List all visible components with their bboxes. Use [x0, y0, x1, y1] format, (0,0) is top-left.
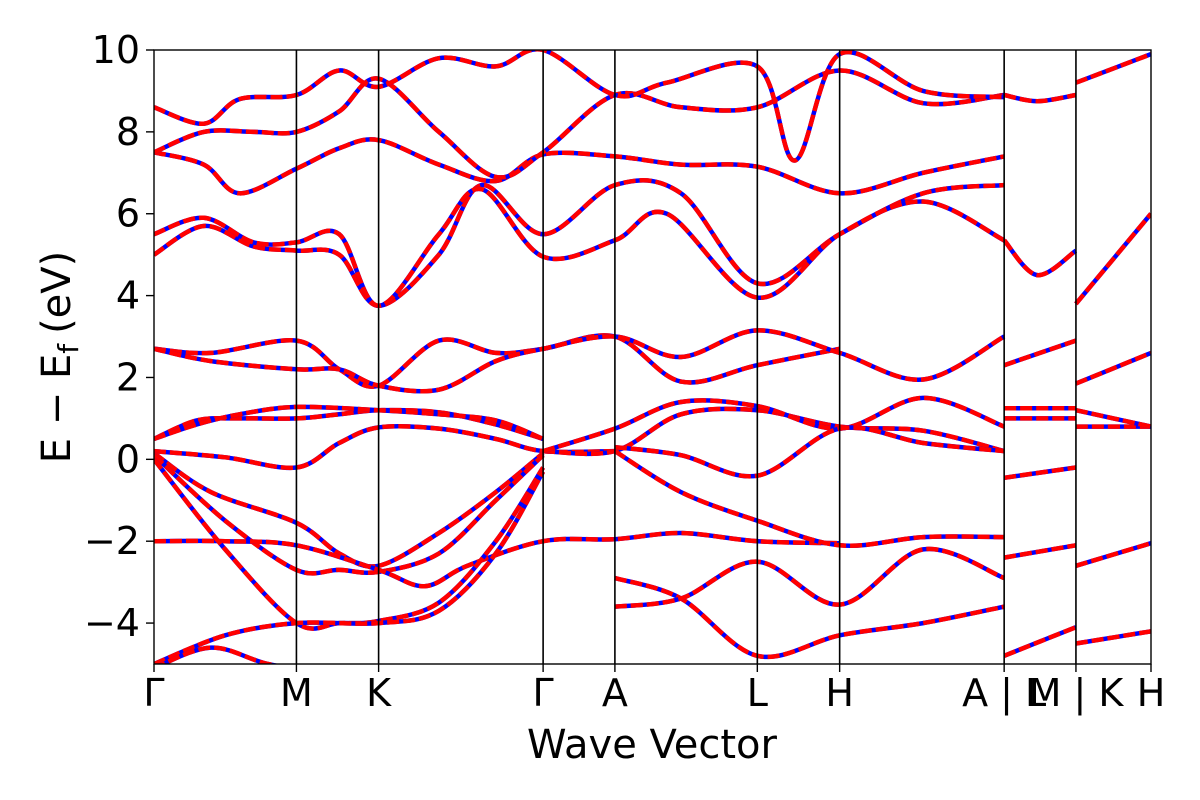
- band-line-1-dashed: [154, 404, 544, 442]
- y-tick-label: −2: [84, 519, 140, 563]
- band-line-2-solid: [154, 423, 615, 471]
- band-line-20-dashed: [614, 575, 1005, 660]
- band-line-33-dashed: [1075, 541, 1151, 568]
- x-tick-label: A: [602, 671, 628, 715]
- band-line-19-dashed: [614, 425, 1005, 479]
- band-line-0-dashed: [154, 407, 544, 442]
- band-line-21-solid: [614, 546, 1006, 609]
- plot-frame: [153, 49, 1152, 665]
- x-tick-label: L: [747, 671, 768, 715]
- band-line-32-dashed: [1075, 350, 1151, 386]
- band-line-12-dashed: [154, 186, 1006, 309]
- band-line-28-dashed: [1003, 625, 1077, 658]
- y-tick-label: −4: [84, 601, 140, 645]
- x-tick-label: K: [366, 671, 392, 715]
- y-tick-label: 8: [116, 110, 140, 154]
- band-line-27-dashed: [1003, 543, 1077, 560]
- band-line-18-dashed: [613, 449, 1005, 549]
- y-axis-label-main: E − E: [34, 354, 80, 464]
- x-tick-label: Γ: [143, 671, 164, 715]
- band-line-31-dashed: [1075, 407, 1151, 429]
- band-line-35-dashed: [1074, 212, 1151, 306]
- band-line-2-dashed: [154, 423, 615, 471]
- y-tick-label: 6: [116, 192, 140, 236]
- x-axis-label: Wave Vector: [527, 722, 778, 768]
- band-line-8-dashed: [157, 645, 280, 664]
- x-ticks-group: Γ M K Γ A L H A | LM | K H: [143, 664, 1165, 716]
- y-axis-label-unit: (eV): [34, 251, 80, 334]
- band-line-36-dashed: [1075, 51, 1151, 85]
- band-line-5-dashed: [154, 530, 840, 589]
- x-tick-label: M | K: [1029, 671, 1125, 716]
- band-line-12-solid: [154, 186, 1006, 309]
- y-tick-label: 10: [92, 28, 140, 72]
- y-ticks-group: −4 −2 0 2 4 6 8 10: [84, 28, 154, 645]
- x-tick-label: H: [825, 671, 854, 715]
- band-line-15-dashed: [154, 50, 1005, 163]
- x-tick-label: A | L: [962, 671, 1046, 716]
- band-line-4-dashed: [154, 453, 545, 576]
- band-series-group: [154, 50, 1151, 664]
- y-axis-label: E − Ef (eV): [34, 251, 85, 464]
- y-tick-label: 0: [116, 437, 140, 481]
- band-line-13-dashed: [154, 137, 1005, 196]
- x-tick-label: M: [280, 671, 313, 715]
- y-axis-label-subscript: f: [52, 343, 85, 354]
- band-line-29-dashed: [1003, 338, 1077, 368]
- kpath-lines-group: [295, 50, 1077, 664]
- band-line-34-dashed: [1075, 629, 1151, 646]
- band-line-14-solid: [154, 68, 1005, 180]
- x-tick-label: H: [1137, 671, 1166, 715]
- band-line-21-dashed: [614, 546, 1006, 609]
- band-line-22-dashed: [1002, 238, 1078, 278]
- band-line-26-dashed: [1003, 465, 1077, 481]
- y-tick-label: 4: [116, 274, 140, 318]
- y-tick-label: 2: [116, 355, 140, 399]
- band-line-6-solid: [154, 457, 545, 631]
- band-line-9-dashed: [154, 333, 841, 389]
- band-line-6-dashed: [154, 457, 545, 631]
- x-tick-label: Γ: [533, 671, 554, 715]
- band-line-14-dashed: [154, 68, 1005, 180]
- band-line-23-dashed: [1003, 92, 1077, 104]
